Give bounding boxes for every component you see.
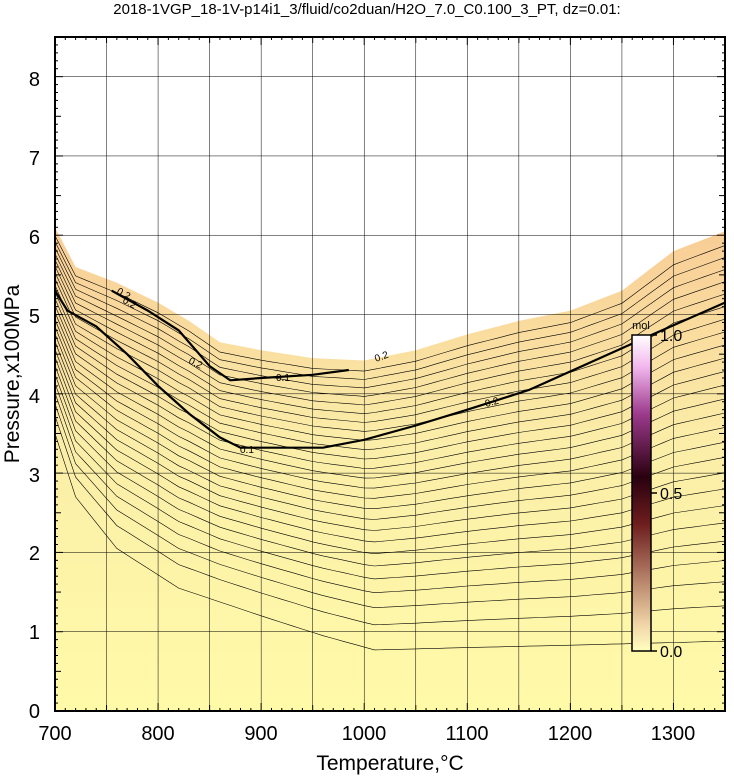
minor-contour-line	[55, 298, 725, 460]
minor-contour-line	[55, 415, 725, 626]
minor-contour-line	[55, 265, 725, 415]
x-tick-label: 700	[38, 723, 71, 745]
minor-contour-line	[55, 393, 725, 594]
y-tick-label: 3	[29, 465, 40, 487]
y-tick-label: 4	[29, 386, 40, 408]
minor-contour-line	[55, 357, 725, 543]
minor-contour-line	[55, 326, 725, 499]
contour-label: 0.1	[276, 373, 290, 384]
contour-label: 0.2	[373, 350, 390, 365]
minor-contour-line	[55, 253, 725, 397]
colorbar-tick-label: 0.0	[660, 644, 682, 661]
minor-contour-line	[55, 247, 725, 389]
y-tick-label: 6	[29, 227, 40, 249]
x-tick-label: 1000	[342, 723, 387, 745]
colorbar: mol 0.0 0.5 1.0	[631, 320, 682, 661]
x-tick-label: 900	[244, 723, 277, 745]
minor-contour-line	[55, 403, 725, 609]
contour-label: 0.1	[240, 445, 254, 456]
y-tick-label: 1	[29, 622, 40, 644]
minor-contour-line	[55, 285, 725, 441]
x-tick-label: 1300	[651, 723, 696, 745]
minor-contour-line	[55, 259, 725, 406]
x-tick-label: 1200	[548, 723, 593, 745]
minor-contour-line	[55, 319, 725, 489]
x-tick-labels: 700 800 900 1000 1100 1200 1300	[38, 723, 695, 745]
y-tick-label: 7	[29, 148, 40, 170]
y-tick-label: 8	[29, 69, 40, 91]
frame-ticks	[54, 36, 726, 712]
contour-label: 0.2	[187, 356, 205, 372]
y-tick-label: 5	[29, 306, 40, 328]
colorbar-tick-label: 0.5	[660, 486, 682, 503]
minor-contour-line	[55, 383, 725, 580]
colorbar-scale	[631, 334, 652, 652]
contour-label: 0.2	[484, 396, 501, 410]
minor-contour-line	[55, 333, 725, 510]
y-axis-label: Pressure,x100MPa	[1, 284, 24, 463]
fluid-field	[55, 227, 725, 711]
grid-lines	[55, 37, 725, 711]
chart-title: 2018-1VGP_18-1V-p14i1_3/fluid/co2duan/H2…	[113, 1, 620, 18]
minor-contour-line	[55, 433, 725, 651]
minor-contour-line	[55, 272, 725, 423]
minor-contour-line	[55, 235, 725, 372]
colorbar-tick-label: 1.0	[660, 328, 682, 345]
minor-contour-line	[55, 341, 725, 520]
minor-contour-line	[55, 305, 725, 469]
minor-contour-line	[55, 278, 725, 432]
major-contour-line	[111, 289, 349, 382]
y-tick-label: 2	[29, 543, 40, 565]
minor-contour-line	[55, 312, 725, 479]
colorbar-unit: mol	[632, 320, 650, 332]
minor-contour-line	[55, 241, 725, 380]
x-axis-label: Temperature,°C	[316, 752, 463, 775]
plot-frame	[54, 36, 726, 712]
minor-contour-line	[55, 374, 725, 567]
minor-contour-line	[55, 349, 725, 531]
x-tick-label: 1100	[445, 723, 488, 745]
y-tick-labels: 0 1 2 3 4 5 6 7 8	[29, 69, 40, 723]
x-tick-label: 800	[141, 723, 174, 745]
minor-contours	[55, 235, 725, 651]
y-tick-label: 0	[29, 701, 40, 723]
